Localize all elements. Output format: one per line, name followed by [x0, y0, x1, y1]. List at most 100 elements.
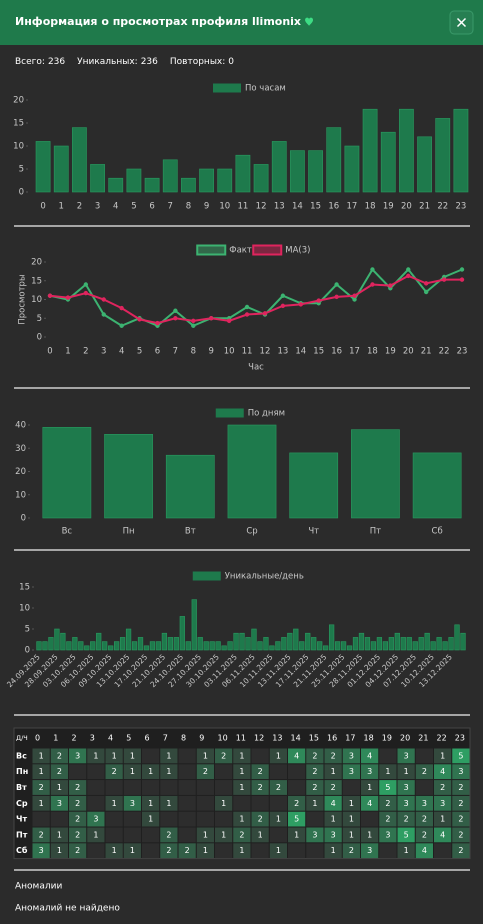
bar — [435, 118, 451, 193]
heat-cell — [69, 748, 87, 764]
bar — [436, 637, 442, 651]
heat-cell — [434, 811, 452, 827]
cell-value: 2 — [312, 767, 317, 776]
legend-label: По часам — [245, 84, 286, 94]
heat-cell — [215, 843, 233, 859]
heart-icon — [305, 17, 314, 26]
cell-value: 2 — [440, 783, 445, 792]
heat-cell — [379, 827, 397, 843]
x-tick-label: Пн — [123, 527, 135, 537]
cell-value: 2 — [166, 830, 171, 839]
bar — [340, 641, 347, 651]
x-tick-label: Пт — [370, 527, 381, 537]
x-tick-label: 17 — [347, 202, 358, 212]
bar — [215, 641, 221, 651]
heat-cell — [123, 827, 141, 843]
x-tick-label: 16 — [331, 347, 342, 357]
bar — [149, 641, 156, 651]
point — [370, 267, 375, 272]
cell-value: 1 — [39, 767, 44, 776]
heat-cell — [397, 764, 415, 780]
heat-cell — [160, 811, 178, 827]
cell-value: 4 — [294, 751, 299, 760]
bar — [233, 632, 239, 651]
heat-cell — [452, 795, 470, 811]
y-tick-label: 40 — [15, 421, 26, 431]
anomalies-title: Аномалии — [15, 882, 62, 892]
bar — [53, 145, 69, 193]
heat-cell — [123, 764, 141, 780]
heat-cell — [196, 764, 214, 780]
x-tick-label: Сб — [432, 527, 443, 537]
corner-label: Д/Ч — [16, 734, 28, 742]
heat-cell — [306, 827, 324, 843]
bar — [418, 637, 424, 651]
point — [83, 290, 89, 296]
modal-title: Информация о просмотрах профиля llimonix — [15, 15, 301, 28]
cell-value: 5 — [458, 751, 463, 760]
x-tick-label: 5 — [137, 347, 142, 357]
x-tick-label: 4 — [119, 347, 124, 357]
heat-cell — [452, 827, 470, 843]
legend-swatch — [196, 244, 227, 256]
x-tick-label: 13 — [274, 202, 285, 212]
cell-value: 1 — [367, 783, 372, 792]
cell-value: 3 — [57, 799, 62, 808]
x-tick-label: Ср — [246, 527, 257, 537]
cell-value: 1 — [440, 815, 445, 824]
heat-cell — [251, 764, 269, 780]
cell-value: 1 — [331, 767, 336, 776]
bar — [227, 641, 233, 651]
cell-value: 2 — [258, 767, 263, 776]
cell-value: 2 — [239, 830, 244, 839]
cell-value: 1 — [349, 799, 354, 808]
cell-value: 2 — [75, 783, 80, 792]
x-tick-label: 21 — [421, 347, 432, 357]
col-header: 8 — [181, 734, 186, 743]
heat-cell — [288, 795, 306, 811]
heat-cell — [160, 795, 178, 811]
col-header: 22 — [437, 734, 447, 743]
cell-value: 2 — [458, 799, 463, 808]
stat-value: 236 — [141, 57, 158, 67]
bar — [253, 164, 269, 193]
point — [370, 282, 375, 287]
bar — [84, 645, 90, 651]
heat-cell — [178, 764, 196, 780]
heat-cell — [178, 811, 196, 827]
x-tick-label: 10 — [219, 202, 230, 212]
x-tick-label: 18 — [365, 202, 376, 212]
cell-value: 2 — [458, 830, 463, 839]
x-tick-label: 3 — [101, 347, 106, 357]
cell-value: 2 — [294, 799, 299, 808]
x-tick-label: 8 — [191, 347, 196, 357]
close-button[interactable] — [449, 10, 474, 35]
legend-swatch — [215, 408, 244, 418]
stat-label: Повторных: — [170, 57, 225, 67]
point — [316, 298, 321, 303]
heat-cell — [87, 843, 105, 859]
heat-cell — [288, 764, 306, 780]
cell-value: 2 — [39, 783, 44, 792]
cell-value: 1 — [130, 846, 135, 855]
y-tick-label: 5 — [37, 314, 42, 324]
heat-cell — [379, 843, 397, 859]
col-header: 23 — [455, 734, 465, 743]
cell-value: 1 — [239, 751, 244, 760]
heat-cell — [178, 795, 196, 811]
bar — [412, 452, 462, 519]
point — [155, 320, 160, 326]
bar — [66, 641, 72, 651]
legend-swatch — [252, 244, 283, 256]
bar — [305, 632, 311, 651]
x-tick-label: 21 — [419, 202, 430, 212]
col-header: 14 — [291, 734, 301, 743]
x-tick-label: 7 — [168, 202, 173, 212]
heat-cell — [50, 795, 68, 811]
x-tick-label: 7 — [173, 347, 178, 357]
cell-value: 1 — [57, 830, 62, 839]
heat-cell — [415, 827, 433, 843]
bar — [388, 637, 394, 651]
cell-value: 2 — [331, 783, 336, 792]
heat-cell — [269, 748, 287, 764]
